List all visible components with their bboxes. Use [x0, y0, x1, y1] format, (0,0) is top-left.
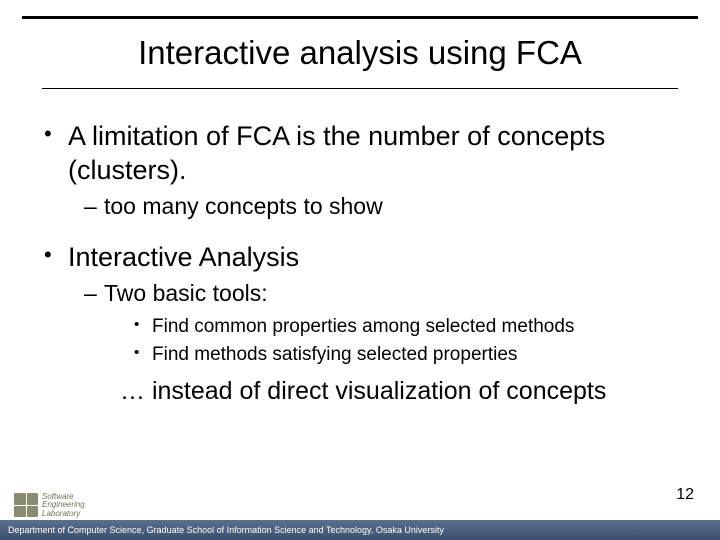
footer-text: Department of Computer Science, Graduate… [8, 525, 444, 535]
bullet-level1: A limitation of FCA is the number of con… [42, 120, 678, 188]
logo-text: Software Engineering Laboratory [42, 493, 85, 518]
logo-mark-icon [14, 493, 38, 517]
page-number: 12 [676, 486, 694, 504]
bullet-level1: Interactive Analysis [42, 241, 678, 275]
bullet-level3: Find common properties among selected me… [42, 315, 678, 340]
bullet-level3: Find methods satisfying selected propert… [42, 343, 678, 368]
top-horizontal-rule [22, 16, 698, 19]
footer-bar: Department of Computer Science, Graduate… [0, 520, 720, 540]
slide-title: Interactive analysis using FCA [0, 34, 720, 72]
bullet-level2: too many concepts to show [42, 192, 678, 222]
title-underline [42, 88, 678, 89]
slide-body: A limitation of FCA is the number of con… [42, 120, 678, 406]
bullet-level2: Two basic tools: [42, 279, 678, 309]
organization-logo: Software Engineering Laboratory [14, 493, 85, 518]
bullet-trailing-text: … instead of direct visualization of con… [42, 377, 678, 406]
